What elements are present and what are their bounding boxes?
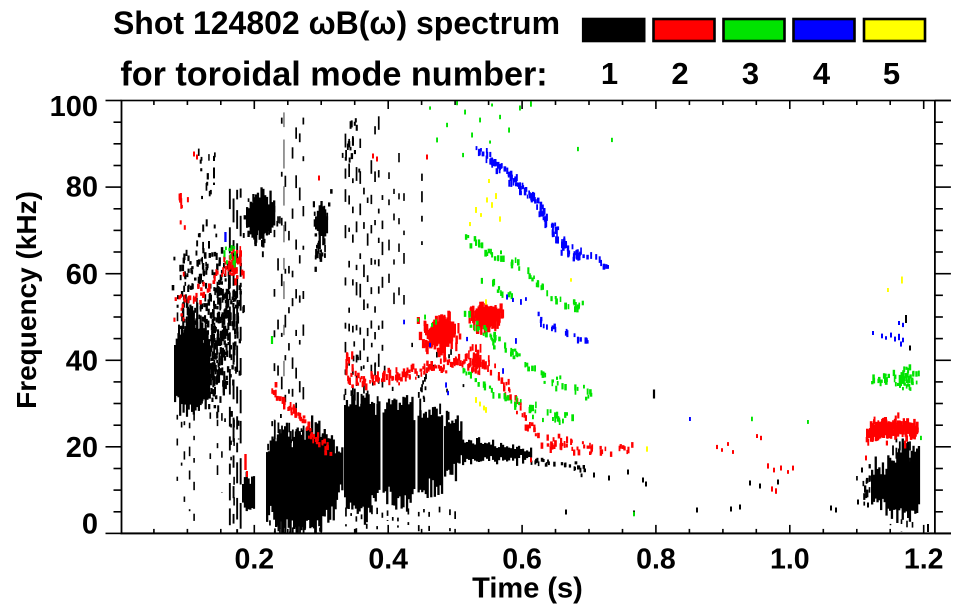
svg-text:5: 5 bbox=[883, 56, 900, 91]
svg-text:20: 20 bbox=[66, 432, 98, 464]
svg-text:1: 1 bbox=[601, 56, 618, 91]
svg-text:0.4: 0.4 bbox=[368, 544, 408, 576]
svg-text:3: 3 bbox=[742, 56, 759, 91]
svg-text:Time (s): Time (s) bbox=[472, 573, 583, 605]
svg-text:Shot 124802 ωB(ω) spectrum: Shot 124802 ωB(ω) spectrum bbox=[113, 5, 560, 41]
svg-text:1.0: 1.0 bbox=[770, 544, 810, 576]
svg-text:1.2: 1.2 bbox=[904, 544, 944, 576]
svg-text:Frequency (kHz): Frequency (kHz) bbox=[11, 191, 42, 409]
svg-text:0: 0 bbox=[82, 509, 98, 541]
svg-text:60: 60 bbox=[66, 259, 98, 291]
svg-text:0.6: 0.6 bbox=[502, 544, 542, 576]
svg-text:0.8: 0.8 bbox=[636, 544, 676, 576]
svg-text:80: 80 bbox=[66, 171, 98, 203]
svg-text:4: 4 bbox=[813, 56, 831, 91]
svg-text:40: 40 bbox=[66, 345, 98, 377]
svg-text:100: 100 bbox=[50, 91, 98, 123]
svg-text:for toroidal mode number:: for toroidal mode number: bbox=[120, 56, 547, 94]
svg-text:2: 2 bbox=[671, 56, 688, 91]
svg-text:0.2: 0.2 bbox=[234, 544, 274, 576]
